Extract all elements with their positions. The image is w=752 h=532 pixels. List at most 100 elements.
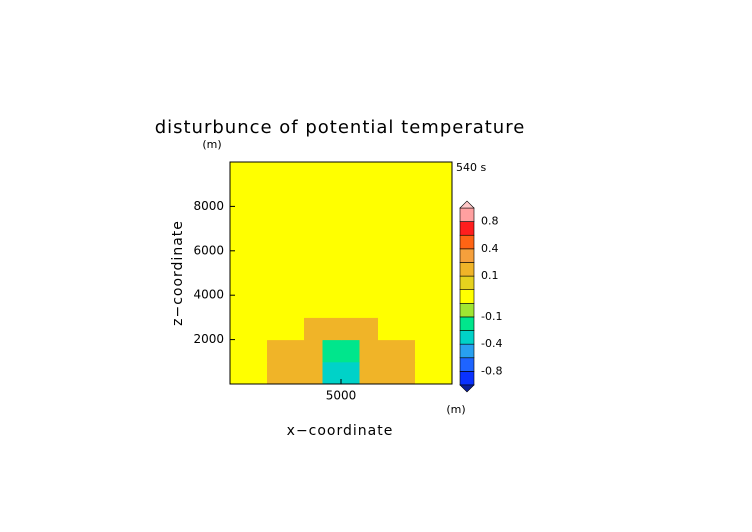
colorbar-segment xyxy=(459,330,475,345)
field-cell xyxy=(396,228,416,252)
field-cell xyxy=(378,361,397,385)
colorbar-segment xyxy=(459,275,475,290)
y-tick-label: 2000 xyxy=(193,332,224,346)
field-cell xyxy=(359,295,379,318)
field-cell xyxy=(267,295,286,318)
field-cell xyxy=(248,273,268,296)
field-cell xyxy=(433,317,453,341)
colorbar-tick-label: -0.1 xyxy=(481,310,502,323)
colorbar-segment xyxy=(459,262,475,277)
field-cell xyxy=(433,339,453,363)
field-cell xyxy=(248,228,268,252)
colorbar-over xyxy=(459,200,475,209)
field-cell xyxy=(415,250,434,274)
x-tick-label: 5000 xyxy=(326,389,357,403)
colorbar-segment xyxy=(459,248,475,263)
field-cell xyxy=(341,317,360,341)
time-label: 540 s xyxy=(456,161,486,174)
field-cell xyxy=(230,162,249,185)
field-cell xyxy=(396,339,416,363)
field-cell xyxy=(304,250,323,274)
field-cell xyxy=(285,317,305,341)
field-cell xyxy=(248,295,268,318)
y-tick-label: 6000 xyxy=(193,243,224,257)
colorbar-segment xyxy=(459,207,475,222)
field-cell xyxy=(341,339,360,363)
field-cell xyxy=(248,339,268,363)
field-cell xyxy=(267,228,286,252)
field-cell xyxy=(359,184,379,207)
field-cell xyxy=(415,273,434,296)
field-cell xyxy=(378,317,397,341)
field-cell xyxy=(341,184,360,207)
field-cell xyxy=(304,162,323,185)
field-cell xyxy=(378,184,397,207)
chart-title: disturbunce of potential temperature xyxy=(155,117,526,138)
field-cell xyxy=(359,317,379,341)
field-cell xyxy=(230,273,249,296)
field-cell xyxy=(322,228,342,252)
colorbar-segment xyxy=(459,303,475,318)
field-cell xyxy=(322,250,342,274)
field-cell xyxy=(267,361,286,385)
y-unit: (m) xyxy=(202,138,221,151)
colorbar-tick-label: 0.1 xyxy=(481,269,499,282)
field-cell xyxy=(285,339,305,363)
field-cell xyxy=(304,339,323,363)
field-cell xyxy=(359,206,379,230)
field-cell xyxy=(304,295,323,318)
field-cell xyxy=(267,206,286,230)
field-cell xyxy=(341,206,360,230)
field-cell xyxy=(396,317,416,341)
field-cell xyxy=(341,250,360,274)
colorbar-segment xyxy=(459,221,475,236)
field-cell xyxy=(230,361,249,385)
field-cell xyxy=(433,273,453,296)
field-cell xyxy=(248,162,268,185)
field-cell xyxy=(396,206,416,230)
field-cell xyxy=(322,361,342,385)
field-cell xyxy=(359,162,379,185)
field-cell xyxy=(415,162,434,185)
field-cell xyxy=(359,250,379,274)
field-cell xyxy=(322,273,342,296)
field-cell xyxy=(304,317,323,341)
field-cell xyxy=(415,228,434,252)
field-cell xyxy=(267,273,286,296)
field-cell xyxy=(248,250,268,274)
field-cell xyxy=(285,184,305,207)
field-cell xyxy=(304,361,323,385)
field-cell xyxy=(378,162,397,185)
field-cell xyxy=(378,339,397,363)
colorbar-tick-label: 0.4 xyxy=(481,242,499,255)
field-cell xyxy=(304,184,323,207)
x-unit: (m) xyxy=(446,403,465,416)
field-cell xyxy=(415,361,434,385)
y-tick-label: 8000 xyxy=(193,199,224,213)
colorbar-tick-label: -0.8 xyxy=(481,364,502,377)
field-cell xyxy=(285,361,305,385)
field-cell xyxy=(267,339,286,363)
field-cell xyxy=(285,250,305,274)
field-cell xyxy=(267,162,286,185)
field-cell xyxy=(341,295,360,318)
field-cell xyxy=(304,206,323,230)
field-cell xyxy=(230,317,249,341)
field-cell xyxy=(230,206,249,230)
field-cell xyxy=(396,250,416,274)
field-cell xyxy=(248,184,268,207)
field-cell xyxy=(248,317,268,341)
field-cell xyxy=(230,339,249,363)
field-cell xyxy=(304,228,323,252)
field-cell xyxy=(415,317,434,341)
field-cell xyxy=(322,184,342,207)
field-cell xyxy=(285,206,305,230)
field-cell xyxy=(322,339,342,363)
field-cell xyxy=(433,228,453,252)
field-cell xyxy=(396,162,416,185)
field-cell xyxy=(396,184,416,207)
field-cell xyxy=(267,317,286,341)
field-cell xyxy=(415,184,434,207)
field-cell xyxy=(248,206,268,230)
y-tick-label: 4000 xyxy=(193,288,224,302)
